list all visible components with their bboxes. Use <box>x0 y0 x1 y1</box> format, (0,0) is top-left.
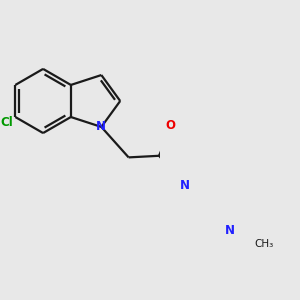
Text: N: N <box>225 224 235 237</box>
Text: Cl: Cl <box>0 116 13 128</box>
Text: N: N <box>96 120 106 134</box>
Text: N: N <box>179 179 190 192</box>
Text: O: O <box>165 119 175 132</box>
Text: CH₃: CH₃ <box>255 239 274 249</box>
